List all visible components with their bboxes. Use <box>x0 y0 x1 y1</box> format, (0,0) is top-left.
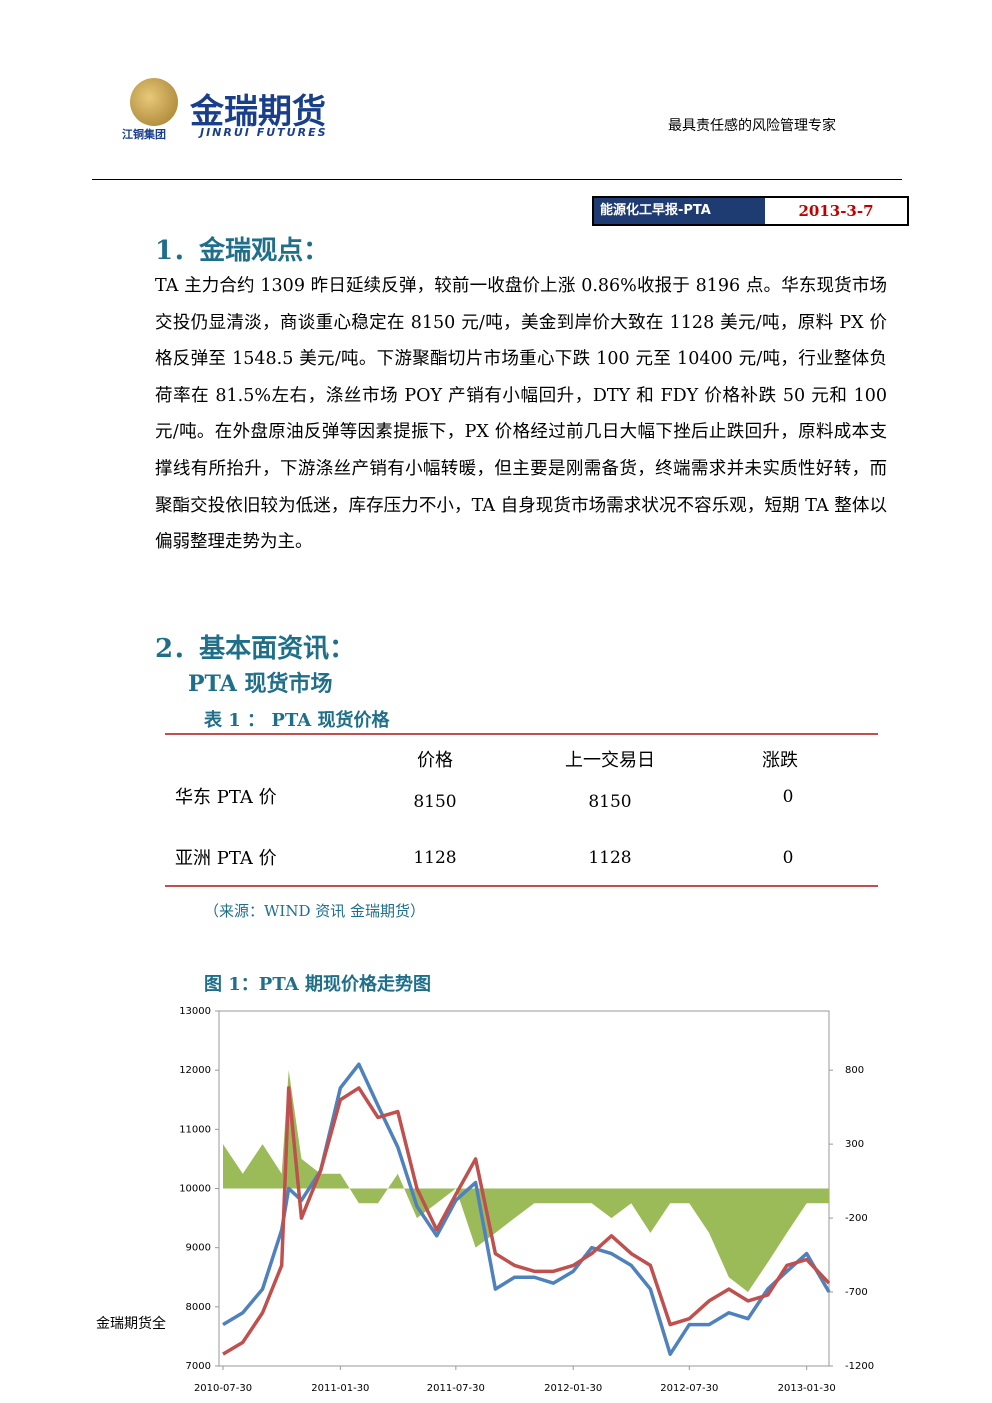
y-tick-label: 13000 <box>179 1006 211 1017</box>
section-title: 2．基本面资讯： <box>155 634 356 664</box>
table-cell: 8150 <box>413 792 457 812</box>
table-cell: 8150 <box>588 792 632 812</box>
x-tick-label: 2012-01-30 <box>544 1383 602 1394</box>
brand: 金瑞期货 <box>190 92 326 132</box>
area <box>223 1070 829 1293</box>
x-tick-label: 2012-07-30 <box>660 1383 718 1394</box>
line <box>222 1086 831 1356</box>
chart-title: 图 1：PTA 期现价格走势图 <box>204 974 431 995</box>
y2-tick-label: -700 <box>845 1287 868 1298</box>
y-tick-label: 10000 <box>179 1184 211 1195</box>
y2-tick-label: 800 <box>845 1065 864 1076</box>
table-cell: 华东 PTA 价 <box>175 787 277 808</box>
table-title: 表 1 ： PTA 现货价格 <box>204 710 390 731</box>
table-cell: 0 <box>782 848 794 868</box>
table-rule <box>165 733 878 735</box>
brand-en: JINRUI FUTURES <box>200 126 328 139</box>
x-tick-label: 2011-01-30 <box>311 1383 369 1394</box>
table-cell: 1128 <box>413 848 457 868</box>
x-tick-label: 2013-01-30 <box>778 1383 836 1394</box>
line <box>222 1062 831 1356</box>
footer: 金瑞期货全 <box>96 1316 166 1332</box>
table-rule <box>165 885 878 887</box>
table-header: 上一交易日 <box>565 750 655 771</box>
table-cell: 亚洲 PTA 价 <box>175 848 277 869</box>
x-tick-label: 2011-07-30 <box>427 1383 485 1394</box>
section-title: 1．金瑞观点： <box>155 236 330 266</box>
report-tag-box: 能源化工早报-PTA 2013-3-7 <box>592 196 909 226</box>
y-tick-label: 9000 <box>186 1243 211 1254</box>
x-tick-label: 2010-07-30 <box>194 1383 252 1394</box>
report-date: 2013-3-7 <box>798 202 874 220</box>
logo <box>130 78 178 126</box>
table-source: （来源：WIND 资讯 金瑞期货） <box>204 902 426 920</box>
rule <box>92 179 902 180</box>
y-tick-label: 7000 <box>186 1361 211 1372</box>
table-header: 涨跌 <box>762 750 798 771</box>
paragraph: TA 主力合约 1309 昨日延续反弹，较前一收盘价上涨 0.86%收报于 81… <box>155 276 887 553</box>
table-header: 价格 <box>417 750 453 771</box>
y2-tick-label: -200 <box>845 1213 868 1224</box>
y-tick-label: 8000 <box>186 1302 211 1313</box>
y-tick-label: 11000 <box>179 1124 211 1135</box>
y-tick-label: 12000 <box>179 1065 211 1076</box>
section-subtitle: PTA 现货市场 <box>188 671 333 697</box>
slogan: 最具责任感的风险管理专家 <box>668 118 836 134</box>
table-cell: 0 <box>782 787 794 807</box>
group: 江铜集团 <box>122 128 166 141</box>
table-cell: 1128 <box>588 848 632 868</box>
y2-tick-label: 300 <box>845 1139 864 1150</box>
y2-tick-label: -1200 <box>845 1361 874 1372</box>
report-tag: 能源化工早报-PTA <box>594 198 765 224</box>
